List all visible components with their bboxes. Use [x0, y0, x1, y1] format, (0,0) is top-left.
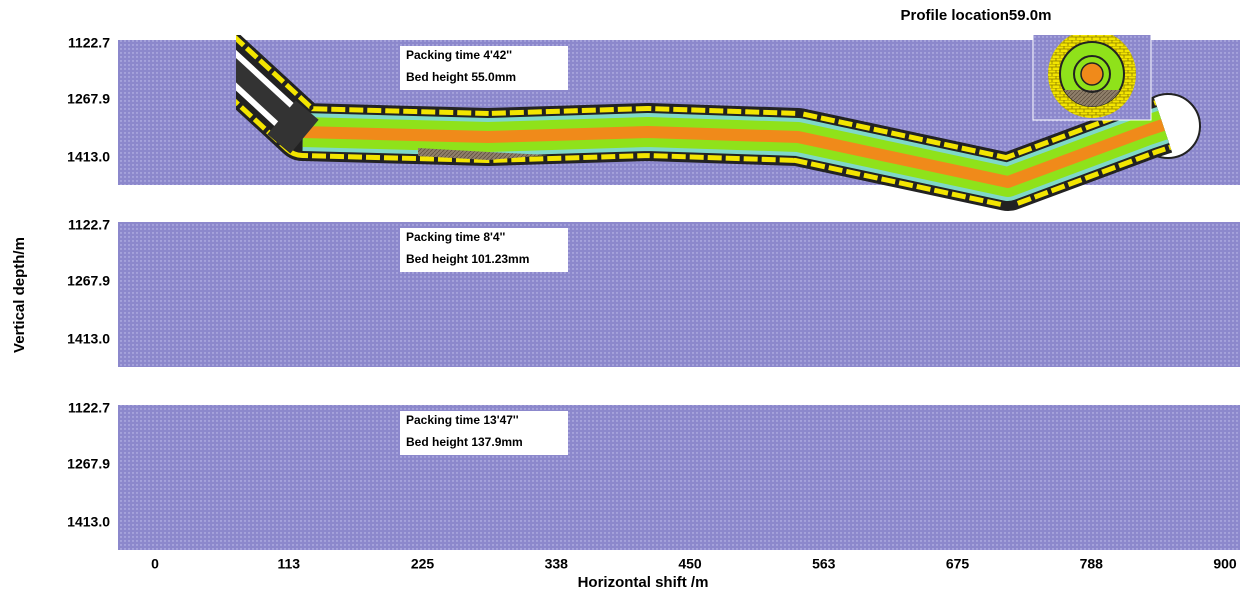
y-tick-label: 1267.9 — [67, 91, 110, 107]
figure: Profile location59.0m Vertical depth/m H… — [0, 0, 1247, 596]
panel: Packing time 8'4'' Bed height 101.23mm 112… — [67, 162, 1240, 367]
x-tick-label: 338 — [545, 556, 569, 572]
bed-height-label: Bed height 137.9mm — [406, 435, 523, 449]
panel: Packing time 4'42'' Bed height 55.0mm 1122… — [67, 0, 1240, 185]
y-tick-label: 1122.7 — [68, 35, 110, 51]
x-axis-label: Horizontal shift /m — [578, 574, 709, 591]
panel-bg — [118, 222, 1240, 367]
y-axis-label: Vertical depth/m — [11, 237, 28, 353]
y-tick-label: 1122.7 — [68, 400, 110, 416]
x-tick-label: 113 — [277, 556, 300, 572]
y-tick-label: 1267.9 — [67, 456, 110, 472]
profile-pipe — [1081, 63, 1103, 85]
time-label: Packing time 13'47'' — [406, 413, 519, 427]
x-tick-label: 563 — [812, 556, 836, 572]
bed-height-label: Bed height 101.23mm — [406, 252, 529, 266]
panel: Packing time 13'47'' Bed height 137.9mm 11… — [67, 345, 1240, 550]
time-label: Packing time 8'4'' — [406, 230, 505, 244]
x-tick-label: 675 — [946, 556, 970, 572]
bed-height-label: Bed height 55.0mm — [406, 70, 516, 84]
y-tick-label: 1413.0 — [67, 149, 110, 165]
y-tick-label: 1413.0 — [67, 331, 110, 347]
x-tick-label: 225 — [411, 556, 435, 572]
y-tick-label: 1413.0 — [67, 514, 110, 530]
y-tick-label: 1267.9 — [67, 273, 110, 289]
x-tick-label: 0 — [151, 556, 159, 572]
time-label: Packing time 4'42'' — [406, 48, 512, 62]
x-tick-label: 450 — [678, 556, 702, 572]
x-tick-label: 900 — [1213, 556, 1237, 572]
y-tick-label: 1122.7 — [68, 217, 110, 233]
figure-title: Profile location59.0m — [901, 7, 1052, 24]
panel-bg — [118, 405, 1240, 550]
x-tick-label: 788 — [1080, 556, 1104, 572]
